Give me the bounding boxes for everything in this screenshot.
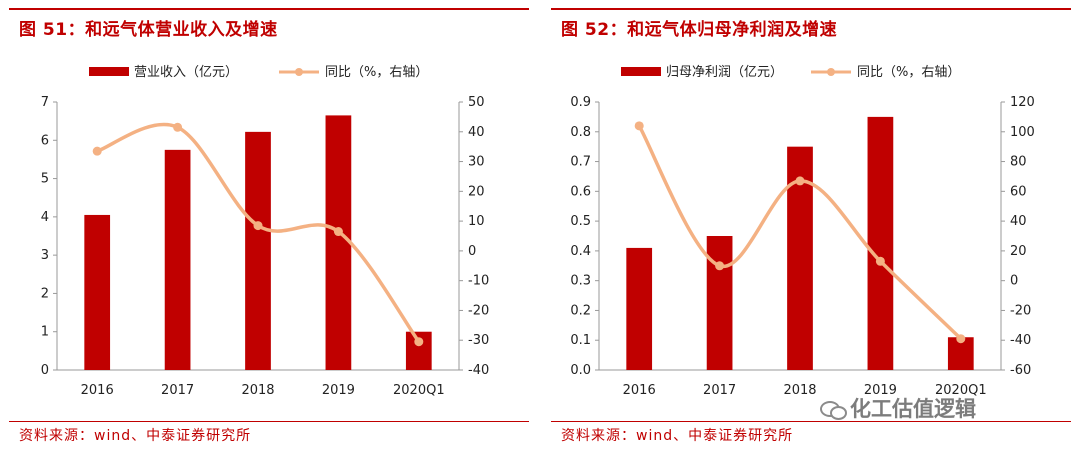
y-right-tick-label: 40 (1010, 214, 1027, 229)
y-left-tick-label: 0.1 (570, 333, 591, 348)
bar (325, 115, 352, 371)
figure-51-panel: 图 51：和远气体营业收入及增速 营业收入（亿元） 同比（%，右轴） 0 1 2 3 4 5 6… (9, 0, 529, 457)
bar (706, 236, 733, 370)
x-tick-label: 2019 (864, 383, 897, 398)
y-right-tick-label: -60 (1010, 363, 1031, 378)
bar (245, 131, 271, 370)
x-tick-label: 2017 (161, 383, 194, 398)
growth-point (333, 227, 343, 237)
legend-bar-label: 营业收入（亿元） (134, 65, 238, 80)
source-note: 资料来源：wind、中泰证券研究所 (561, 428, 794, 444)
y-right-tick-label: 20 (468, 184, 485, 199)
x-tick-label: 2018 (783, 383, 816, 398)
y-right-tick-label: 40 (468, 125, 485, 140)
bar (867, 116, 894, 370)
y-right-tick-label: 0 (468, 244, 476, 259)
growth-point (715, 261, 725, 271)
y-left-tick-label: 0.9 (570, 95, 591, 110)
legend-line-label: 同比（%，右轴） (857, 65, 960, 80)
x-tick-label: 2016 (81, 383, 114, 398)
y-left-tick-label: 6 (41, 133, 49, 148)
y-right-tick-label: 60 (1010, 184, 1027, 199)
growth-point (253, 221, 263, 231)
growth-point (956, 334, 966, 344)
y-left-tick-label: 7 (41, 95, 49, 110)
growth-point (173, 122, 183, 132)
y-left-tick-label: 3 (41, 248, 49, 263)
y-left-tick-label: 5 (41, 172, 49, 187)
wechat-watermark: 化工估值逻辑 (820, 393, 976, 423)
title-rule (9, 8, 529, 10)
y-right-tick-label: 100 (1010, 125, 1035, 140)
y-right-tick-label: -10 (468, 274, 489, 289)
y-left-tick-label: 0.4 (570, 244, 591, 259)
figure-title: 图 51：和远气体营业收入及增速 (19, 20, 278, 40)
y-right-tick-label: 0 (1010, 274, 1018, 289)
y-left-tick-label: 1 (41, 325, 49, 340)
growth-line (637, 124, 963, 340)
x-tick-label: 2020Q1 (393, 383, 445, 398)
bar (84, 214, 111, 370)
y-right-tick-label: -40 (1010, 333, 1031, 348)
growth-point (795, 176, 805, 186)
y-left-tick-label: 0.3 (570, 274, 591, 289)
legend-line-label: 同比（%，右轴） (325, 65, 428, 80)
bar (626, 247, 653, 370)
figure-title: 图 52：和远气体归母净利润及增速 (561, 20, 838, 40)
x-tick-label: 2019 (322, 383, 355, 398)
y-right-tick-label: 80 (1010, 155, 1027, 170)
y-left-tick-label: 0.0 (570, 363, 591, 378)
x-tick-label: 2020Q1 (935, 383, 987, 398)
y-left-tick-label: 0.8 (570, 125, 591, 140)
source-rule (9, 421, 529, 422)
y-right-tick-label: -20 (1010, 303, 1031, 318)
y-right-tick-label: -30 (468, 333, 489, 348)
legend-bar-swatch (621, 67, 661, 76)
growth-point (875, 256, 885, 266)
y-right-tick-label: -20 (468, 303, 489, 318)
watermark-text: 化工估值逻辑 (850, 397, 976, 421)
source-rule (551, 421, 1071, 422)
legend-line-marker (827, 68, 835, 76)
y-right-tick-label: 120 (1010, 95, 1035, 110)
legend-bar-swatch (89, 67, 129, 76)
y-left-tick-label: 0.5 (570, 214, 591, 229)
x-tick-label: 2018 (241, 383, 274, 398)
y-right-tick-label: -40 (468, 363, 489, 378)
y-right-tick-label: 10 (468, 214, 485, 229)
legend-line-marker (295, 68, 303, 76)
y-right-tick-label: 50 (468, 95, 485, 110)
y-left-tick-label: 4 (41, 210, 49, 225)
net-profit-chart: 归母净利润（亿元） 同比（%，右轴） 0.0 0.1 0.2 0.3 0.4 0.5 0.6 0.… (570, 65, 1035, 398)
x-tick-label: 2016 (623, 383, 656, 398)
bar (164, 149, 191, 370)
growth-point (92, 146, 102, 156)
figure-52-panel: 图 52：和远气体归母净利润及增速 归母净利润（亿元） 同比（%，右轴） 0.0 0.… (551, 0, 1071, 457)
revenue-chart: 营业收入（亿元） 同比（%，右轴） 0 1 2 3 4 5 6 7 -40 -30 -20 -10 0 10 2… (41, 65, 490, 398)
legend-bar-label: 归母净利润（亿元） (666, 65, 783, 80)
wechat-icon (820, 399, 847, 420)
title-rule (551, 8, 1071, 10)
y-right-tick-label: 20 (1010, 244, 1027, 259)
y-left-tick-label: 2 (41, 286, 49, 301)
y-right-tick-label: 30 (468, 155, 485, 170)
y-left-tick-label: 0.2 (570, 303, 591, 318)
growth-point (414, 337, 424, 347)
y-left-tick-label: 0.6 (570, 184, 591, 199)
y-left-tick-label: 0.7 (570, 155, 591, 170)
growth-point (634, 121, 644, 131)
source-note: 资料来源：wind、中泰证券研究所 (19, 428, 252, 444)
x-tick-label: 2017 (703, 383, 736, 398)
y-left-tick-label: 0 (41, 363, 49, 378)
